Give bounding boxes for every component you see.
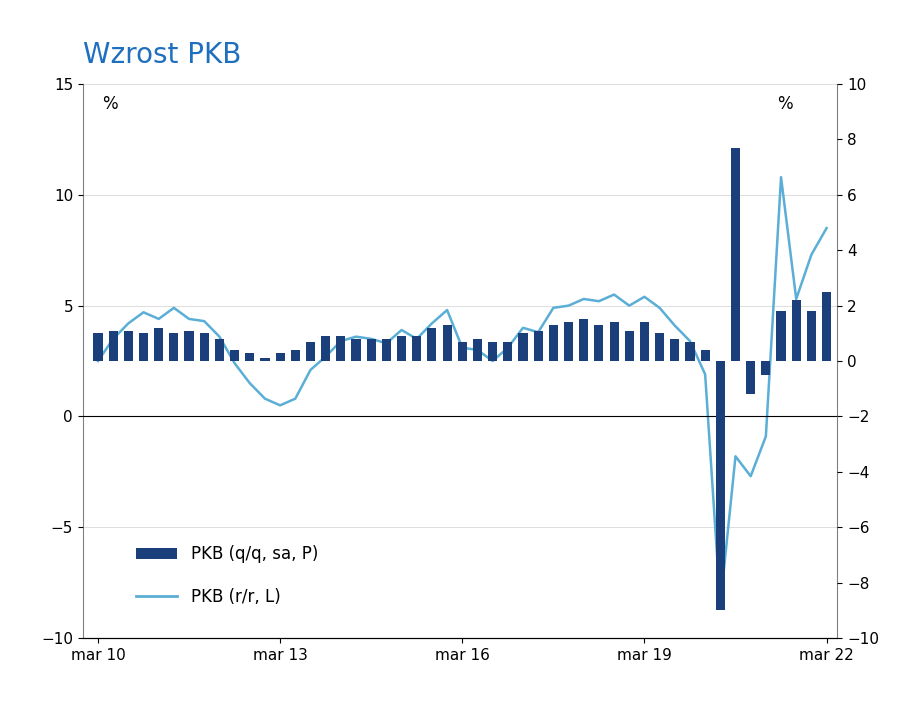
Bar (806, 311, 815, 361)
Bar (488, 341, 496, 361)
Bar (624, 331, 633, 361)
Bar (472, 339, 482, 361)
Bar (108, 331, 118, 361)
Bar (670, 339, 678, 361)
Bar (215, 339, 223, 361)
Bar (609, 322, 618, 361)
Legend: PKB (q/q, sa, P), PKB (r/r, L): PKB (q/q, sa, P), PKB (r/r, L) (129, 538, 324, 613)
Bar (397, 336, 405, 361)
Bar (761, 361, 769, 375)
Text: Wzrost PKB: Wzrost PKB (83, 41, 241, 69)
Bar (533, 331, 542, 361)
Bar (94, 334, 102, 361)
Text: %: % (776, 95, 791, 113)
Bar (518, 334, 527, 361)
Bar (139, 334, 148, 361)
Bar (745, 361, 754, 394)
Bar (230, 350, 239, 361)
Bar (351, 339, 360, 361)
Bar (245, 353, 254, 361)
Bar (427, 328, 436, 361)
Bar (822, 292, 830, 361)
Bar (594, 325, 603, 361)
Bar (700, 350, 709, 361)
Bar (367, 339, 375, 361)
Bar (640, 322, 648, 361)
Bar (185, 331, 193, 361)
Bar (503, 341, 512, 361)
Bar (381, 339, 391, 361)
Bar (458, 341, 466, 361)
Bar (685, 341, 694, 361)
Bar (154, 328, 163, 361)
Bar (124, 331, 132, 361)
Bar (336, 336, 345, 361)
Bar (306, 341, 314, 361)
Bar (579, 320, 587, 361)
Bar (791, 300, 800, 361)
Bar (731, 148, 739, 361)
Bar (715, 361, 724, 610)
Bar (442, 325, 451, 361)
Text: %: % (101, 95, 117, 113)
Bar (290, 350, 300, 361)
Bar (563, 322, 573, 361)
Bar (412, 336, 421, 361)
Bar (260, 358, 269, 361)
Bar (549, 325, 557, 361)
Bar (776, 311, 785, 361)
Bar (169, 334, 178, 361)
Bar (654, 334, 664, 361)
Bar (276, 353, 284, 361)
Bar (321, 336, 330, 361)
Bar (199, 334, 209, 361)
